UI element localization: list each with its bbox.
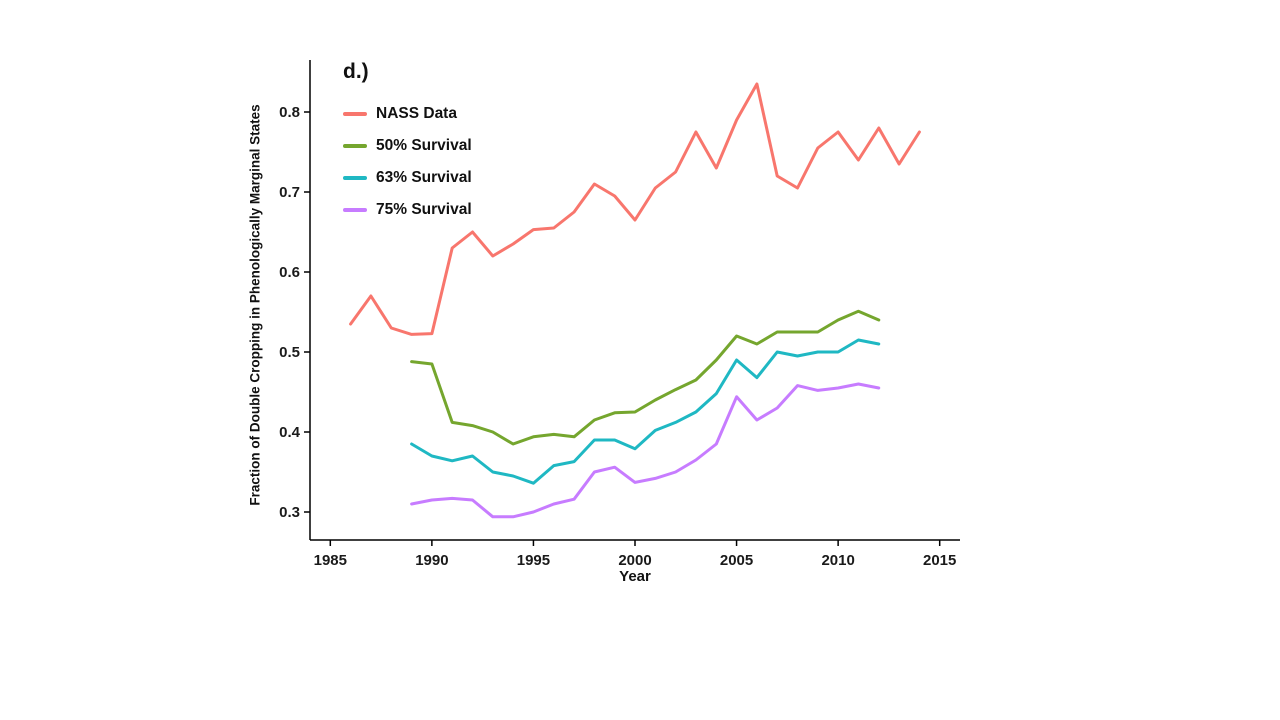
y-tick-label: 0.7 [279, 184, 300, 201]
chart-plot-area: 1985 1990 1995 2000 2005 2010 2015 0.3 0.4 0.5 0.6… [279, 60, 960, 569]
legend-line-swatch [343, 176, 367, 180]
legend-line-swatch [343, 208, 367, 212]
legend-label: 63% Survival [376, 169, 472, 186]
legend-entry: NASS Data [343, 98, 472, 130]
legend-entry: 50% Survival [343, 130, 472, 162]
y-tick-label: 0.6 [279, 264, 300, 281]
legend-entry: 63% Survival [343, 162, 472, 194]
series-line-50-survival [410, 309, 881, 446]
legend: NASS Data 50% Survival 63% Survival 75% … [343, 98, 472, 226]
panel-label: d.) [343, 60, 369, 83]
x-axis-title: Year [619, 568, 651, 585]
x-tick-label: 1995 [517, 552, 550, 569]
legend-entry: 75% Survival [343, 194, 472, 226]
series-line-75-survival [410, 382, 881, 519]
y-tick-label: 0.8 [279, 104, 300, 121]
series-line-nass-data [349, 82, 921, 336]
legend-label: 50% Survival [376, 137, 472, 154]
x-tick-label: 2000 [618, 552, 651, 569]
legend-line-swatch [343, 112, 367, 116]
line-chart-figure: Fraction of Double Cropping in Phenologi… [240, 50, 990, 610]
legend-label: 75% Survival [376, 201, 472, 218]
x-tick-label: 1990 [415, 552, 448, 569]
legend-line-swatch [343, 144, 367, 148]
x-tick-label: 2010 [821, 552, 854, 569]
series-line-63-survival [410, 338, 881, 485]
x-tick-label: 1985 [314, 552, 347, 569]
x-tick-label: 2005 [720, 552, 753, 569]
x-tick-label: 2015 [923, 552, 956, 569]
y-tick-label: 0.3 [279, 504, 300, 521]
y-tick-label: 0.5 [279, 344, 300, 361]
legend-label: NASS Data [376, 105, 457, 122]
y-tick-label: 0.4 [279, 424, 301, 441]
